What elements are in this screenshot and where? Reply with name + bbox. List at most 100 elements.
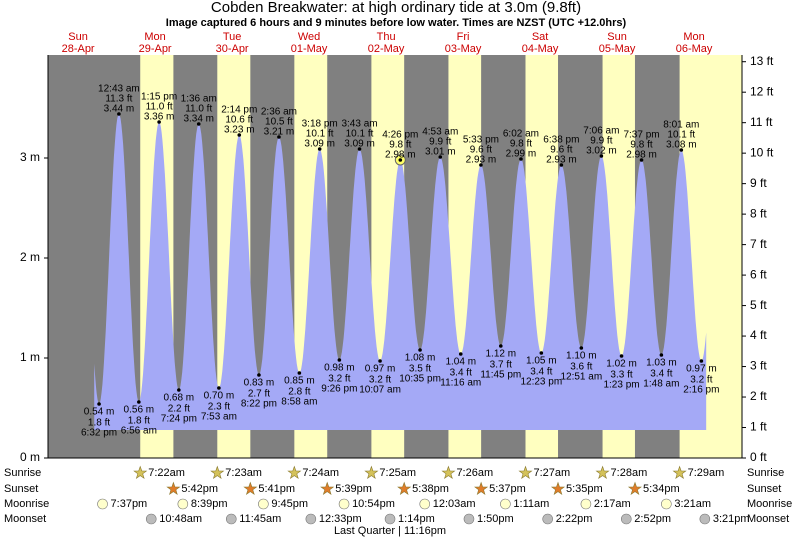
moonset-time: 1:14pm <box>398 513 435 525</box>
tide-label: 2.98 m <box>626 150 657 161</box>
plot-background <box>48 55 742 458</box>
tide-label: 3.7 ft <box>490 360 512 371</box>
tide-label: 3.08 m <box>666 140 697 151</box>
tide-point <box>97 402 101 406</box>
sun-icon <box>627 481 642 496</box>
tide-point <box>317 147 322 151</box>
tide-label: 1.8 ft <box>128 416 150 427</box>
y-tick-label: 0 m <box>20 450 40 464</box>
tide-label: 3.21 m <box>264 127 295 138</box>
tide-point <box>237 133 242 137</box>
tide-label: 12:51 am <box>560 372 602 383</box>
tide-point <box>117 112 121 116</box>
tide-label: 10:07 am <box>359 385 401 396</box>
moonrise-icon <box>661 498 672 510</box>
tide-point <box>297 371 302 375</box>
tide-label: 3.02 m <box>586 146 617 157</box>
sunset-time: 5:41pm <box>258 483 295 495</box>
tide-label: 12:23 pm <box>520 377 562 388</box>
tide-label: 0.83 m <box>244 378 275 389</box>
tide-point <box>257 373 261 377</box>
tide-label: 3.34 m <box>183 114 214 125</box>
sunset-time: 5:37pm <box>489 483 526 495</box>
tide-label: 0.54 m <box>84 407 115 418</box>
tide-point <box>398 158 403 162</box>
tide-label: 0.56 m <box>124 405 155 416</box>
tide-label: 1:23 pm <box>603 380 639 391</box>
y-tick-label: 1 m <box>20 350 40 364</box>
tide-label: 2.98 m <box>385 150 416 161</box>
tide-label: 1.05 m <box>526 356 557 367</box>
tide-label: 7:37 pm <box>623 130 659 141</box>
day-name: Mon <box>683 31 704 43</box>
y2-tick-label: 3 ft <box>750 359 767 373</box>
tide-label: 5:33 pm <box>463 135 499 146</box>
tide-area <box>94 114 707 430</box>
sunrise-time: 7:25am <box>379 467 416 479</box>
tide-point <box>177 388 181 392</box>
day-date: 05-May <box>599 43 636 55</box>
sunset-time: 5:38pm <box>412 483 449 495</box>
sunrise-time: 7:24am <box>302 467 339 479</box>
tide-label: 3:43 am <box>341 119 377 130</box>
y2-tick-label: 6 ft <box>750 267 767 281</box>
tide-label: 9:26 pm <box>321 384 357 395</box>
row-label-right: Moonrise <box>747 498 792 510</box>
tide-label: 1.8 ft <box>88 418 110 429</box>
tide-label: 3.3 ft <box>610 370 632 381</box>
moonset-icon <box>145 513 157 525</box>
y-tick-label: 3 m <box>20 150 40 164</box>
tide-label: 6:38 pm <box>543 135 579 146</box>
row-label-right: Sunset <box>747 483 781 495</box>
sunrise-time: 7:22am <box>148 467 185 479</box>
tide-label: 9.8 ft <box>389 140 411 151</box>
tide-label: 8:58 am <box>281 397 317 408</box>
day-date: 28-Apr <box>62 43 95 55</box>
sunrise-time: 7:29am <box>688 467 725 479</box>
day-date: 01-May <box>291 43 328 55</box>
day-date: 30-Apr <box>216 43 249 55</box>
moonrise-icon <box>580 498 592 510</box>
row-label-right: Sunrise <box>747 467 784 479</box>
moonrise-time: 7:37pm <box>111 498 148 510</box>
tide-label: 3:18 pm <box>302 119 338 130</box>
y2-tick-label: 8 ft <box>750 206 767 220</box>
tide-label: 10.1 ft <box>667 130 695 141</box>
tide-label: 7:53 am <box>201 412 237 423</box>
y2-tick-label: 4 ft <box>750 328 767 342</box>
tide-label: 3.09 m <box>344 139 375 150</box>
moonrise-time: 8:39pm <box>191 498 228 510</box>
moonrise-icon <box>500 498 511 510</box>
tide-point <box>659 353 664 357</box>
tide-point <box>519 157 523 161</box>
tide-label: 10.5 ft <box>265 117 293 128</box>
tide-label: 3.6 ft <box>570 362 592 373</box>
tide-point <box>579 346 584 350</box>
moonset-icon <box>620 513 632 525</box>
moonrise-time: 9:45pm <box>271 498 308 510</box>
tide-label: 9.8 ft <box>630 140 652 151</box>
sun-icon <box>287 465 302 480</box>
tide-label: 0.97 m <box>365 364 396 375</box>
tide-label: 11:45 pm <box>480 370 521 381</box>
moonset-time: 2:22pm <box>556 513 593 525</box>
day-name: Wed <box>298 31 320 43</box>
tide-label: 2.99 m <box>506 149 537 160</box>
tide-label: 0.85 m <box>284 376 315 387</box>
tide-point <box>196 122 201 126</box>
sunrise-time: 7:27am <box>534 467 571 479</box>
tide-label: 1.12 m <box>486 349 517 360</box>
tide-point <box>479 163 483 167</box>
tide-point <box>378 359 382 363</box>
tide-label: 10:35 pm <box>399 374 441 385</box>
tide-label: 2.93 m <box>466 155 497 166</box>
tide-label: 3.23 m <box>224 125 255 136</box>
day-date: 03-May <box>445 43 482 55</box>
tide-point <box>639 158 644 162</box>
tide-label: 7:06 am <box>583 126 619 137</box>
day-name: Fri <box>457 31 470 43</box>
moonrise-time: 12:03am <box>433 498 476 510</box>
sunrise-time: 7:28am <box>611 467 648 479</box>
tide-point <box>498 344 503 348</box>
moonset-icon <box>225 513 237 525</box>
